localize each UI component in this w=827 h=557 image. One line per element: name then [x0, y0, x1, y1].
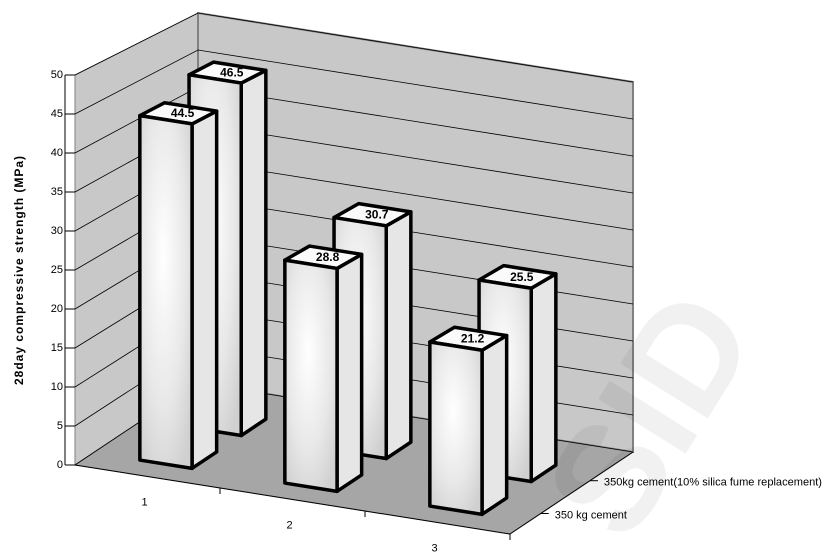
y-tick-label: 35: [51, 186, 63, 198]
y-tick-label: 5: [57, 420, 63, 432]
legend-label: 350kg cement(10% silica fume replacement…: [604, 477, 822, 489]
value-label: 28.8: [316, 250, 340, 264]
bar-side: [480, 333, 509, 517]
x-axis: [74, 464, 511, 535]
bar-front: [283, 258, 339, 494]
bar: [428, 325, 509, 517]
bar: [138, 101, 219, 471]
legend-label: 350 kg cement: [555, 509, 627, 521]
depth-axis: [509, 451, 634, 535]
value-label: 44.5: [171, 106, 195, 120]
value-label: 46.5: [220, 65, 244, 79]
x-tick-label: 1: [141, 496, 147, 508]
y-tick-label: 45: [51, 108, 63, 120]
y-tick-label: 20: [51, 303, 63, 315]
y-tick-label: 40: [51, 147, 63, 159]
y-tick-label: 25: [51, 264, 63, 276]
y-tick-label: 30: [51, 225, 63, 237]
bar-side: [335, 252, 364, 494]
y-tick-label: 50: [51, 69, 63, 81]
y-tick-label: 0: [57, 459, 63, 471]
x-tick-label: 2: [286, 519, 292, 531]
value-label: 25.5: [510, 270, 534, 284]
y-tick-label: 10: [51, 381, 63, 393]
bar-side: [239, 68, 268, 438]
x-tick-label: 3: [431, 542, 437, 554]
bar-front: [138, 113, 194, 471]
bar-front: [428, 340, 484, 517]
grid-line: [74, 49, 634, 120]
bar-side: [384, 210, 413, 461]
value-label: 21.2: [461, 332, 485, 346]
bar-side: [190, 109, 219, 471]
bar: [283, 244, 364, 494]
y-tick-label: 15: [51, 342, 63, 354]
grid-line: [74, 12, 634, 83]
value-label: 30.7: [365, 208, 389, 222]
y-axis-label: 28day compressive strength (MPa): [12, 155, 26, 385]
